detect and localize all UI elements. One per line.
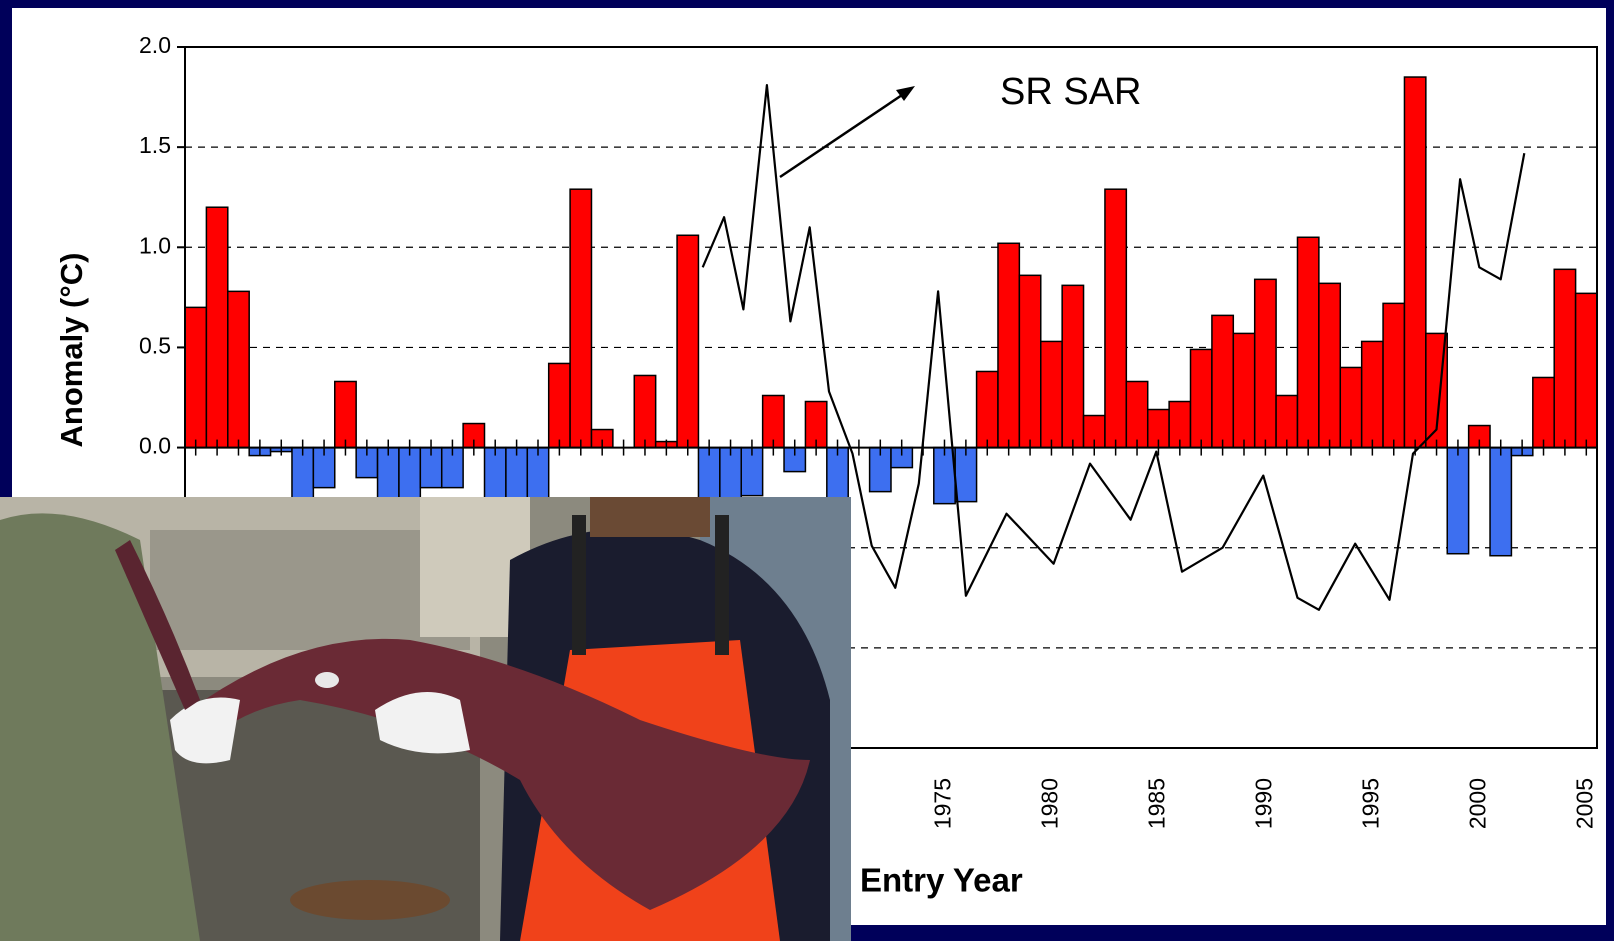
bar	[1382, 302, 1406, 449]
line	[701, 84, 1526, 611]
x-axis-title: Entry Year	[860, 862, 1023, 899]
bar	[334, 380, 357, 449]
y-tick-label: 1.5	[139, 132, 171, 158]
x-tick-label: 1975	[930, 778, 956, 829]
photo	[0, 497, 851, 941]
bar	[1318, 282, 1342, 449]
bar	[547, 362, 571, 449]
bar	[1189, 348, 1213, 449]
bar	[1040, 340, 1063, 449]
y-tick-label: 0.0	[139, 433, 171, 459]
bar	[933, 446, 956, 505]
bar	[1125, 380, 1149, 449]
annotation-arrow	[779, 91, 906, 179]
x-tick-label: 2000	[1464, 778, 1490, 829]
bar	[1446, 446, 1470, 555]
bar	[1211, 314, 1235, 449]
bar	[1339, 366, 1363, 449]
bar	[633, 374, 657, 449]
y-tick-label: 1.0	[139, 232, 171, 258]
bar	[205, 206, 229, 449]
bar	[997, 242, 1021, 449]
plot-frame	[184, 46, 1598, 749]
x-tick-label: 1980	[1037, 778, 1063, 829]
bar	[1360, 340, 1384, 449]
bar	[1232, 332, 1256, 449]
bar	[1104, 188, 1128, 449]
bar	[1574, 292, 1598, 449]
bar	[1532, 376, 1555, 449]
bar	[975, 370, 999, 449]
x-tick-label: 2005	[1571, 778, 1597, 829]
bar	[569, 188, 593, 449]
bar	[1018, 274, 1042, 449]
x-tick-label: 1995	[1357, 778, 1383, 829]
bar	[676, 234, 700, 449]
bar	[1296, 236, 1320, 449]
bar	[227, 290, 250, 449]
x-tick-label: 1985	[1144, 778, 1170, 829]
bar	[1061, 284, 1085, 449]
arrow-head	[896, 86, 915, 101]
bar	[1403, 76, 1427, 449]
y-axis-title: Anomaly (°C)	[54, 253, 89, 448]
bar	[1553, 268, 1577, 449]
x-tick-label: 1990	[1250, 778, 1276, 829]
bar	[184, 306, 208, 449]
y-tick-label: 0.5	[139, 333, 171, 359]
annotation: SR SAR	[1000, 71, 1141, 113]
bar	[954, 446, 978, 503]
bar	[1489, 446, 1513, 557]
bar	[1253, 278, 1277, 449]
y-tick-label: 2.0	[139, 32, 171, 58]
